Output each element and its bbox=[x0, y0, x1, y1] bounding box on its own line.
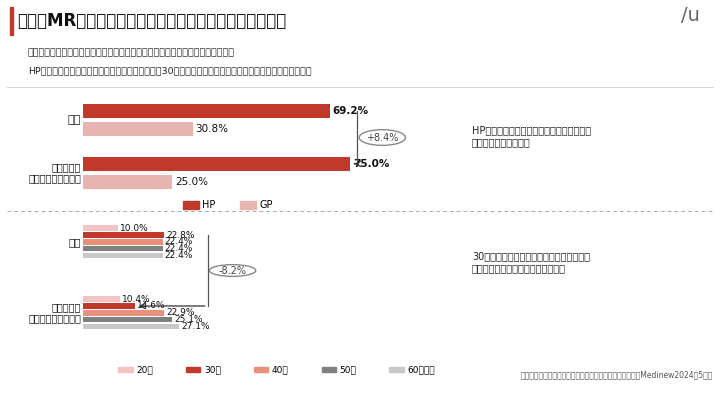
Bar bbox=[83, 157, 350, 171]
Text: （データ：「医師の情報収集に関する調査」を元に作成／Medinew2024年5月）: （データ：「医師の情報収集に関する調査」を元に作成／Medinew2024年5月… bbox=[521, 370, 713, 379]
Text: 22.4%: 22.4% bbox=[164, 251, 193, 260]
Text: 25.1%: 25.1% bbox=[174, 315, 203, 324]
Text: HP所属の医師の方が面談回数の復調が弱い傾向。30代は、他の年代よりも面談回数が復調している傾向。: HP所属の医師の方が面談回数の復調が弱い傾向。30代は、他の年代よりも面談回数が… bbox=[28, 66, 312, 76]
Bar bbox=[119, 367, 132, 372]
Ellipse shape bbox=[210, 264, 256, 276]
Text: 69.2%: 69.2% bbox=[333, 106, 369, 116]
Text: HP: HP bbox=[202, 200, 215, 210]
Text: 20代: 20代 bbox=[136, 365, 153, 374]
Text: 22.8%: 22.8% bbox=[166, 230, 194, 239]
Text: +8.4%: +8.4% bbox=[366, 132, 398, 143]
Text: 所属施設: 所属施設 bbox=[27, 144, 55, 158]
Text: 75.0%: 75.0% bbox=[353, 159, 390, 169]
Bar bbox=[83, 232, 164, 238]
Bar bbox=[83, 253, 163, 258]
Text: 30代の医師は、面談回数が復調している傾
向が他の年代よりも見られている。: 30代の医師は、面談回数が復調している傾 向が他の年代よりも見られている。 bbox=[472, 251, 590, 273]
Bar bbox=[83, 296, 120, 302]
Text: 全体: 全体 bbox=[68, 115, 81, 125]
Bar bbox=[10, 7, 13, 35]
Text: 10.4%: 10.4% bbox=[122, 295, 150, 304]
Text: 10.0%: 10.0% bbox=[120, 224, 149, 233]
Text: 5: 5 bbox=[694, 385, 702, 399]
Bar bbox=[322, 367, 336, 372]
Text: 22.4%: 22.4% bbox=[164, 244, 193, 253]
Bar bbox=[83, 175, 172, 189]
Text: 27.1%: 27.1% bbox=[181, 322, 210, 331]
Bar bbox=[186, 367, 200, 372]
Text: -8.2%: -8.2% bbox=[219, 266, 246, 275]
Text: 面談回数が
復調していない医師: 面談回数が 復調していない医師 bbox=[28, 302, 81, 324]
Text: /u: /u bbox=[681, 6, 700, 25]
Text: 30.8%: 30.8% bbox=[195, 124, 228, 134]
Text: 医師とMRの面談回数の変化：復調していない医師の傾向: 医師とMRの面談回数の変化：復調していない医師の傾向 bbox=[17, 12, 287, 30]
Text: 40代: 40代 bbox=[271, 365, 289, 374]
Bar bbox=[390, 367, 404, 372]
Text: 30代: 30代 bbox=[204, 365, 221, 374]
Text: 医師の年代: 医師の年代 bbox=[24, 287, 59, 300]
Text: Copyright© Pharma Information Network Inc. All rights reserved.: Copyright© Pharma Information Network In… bbox=[194, 387, 468, 396]
Text: 60代以上: 60代以上 bbox=[408, 365, 435, 374]
Text: 14.6%: 14.6% bbox=[137, 301, 166, 311]
Text: GP: GP bbox=[259, 200, 273, 210]
Text: 50代: 50代 bbox=[340, 365, 356, 374]
Bar bbox=[240, 201, 256, 209]
Bar bbox=[83, 324, 179, 329]
Bar bbox=[83, 310, 164, 315]
Bar bbox=[83, 104, 330, 119]
Bar bbox=[83, 303, 135, 309]
Bar bbox=[83, 317, 172, 322]
Text: 全体: 全体 bbox=[68, 237, 81, 247]
Ellipse shape bbox=[359, 130, 405, 145]
Bar bbox=[83, 226, 119, 231]
Bar bbox=[83, 239, 163, 245]
Bar bbox=[183, 201, 199, 209]
Text: 25.0%: 25.0% bbox=[175, 177, 208, 187]
Text: 22.4%: 22.4% bbox=[164, 237, 193, 246]
Text: 22.9%: 22.9% bbox=[166, 308, 194, 317]
Bar bbox=[83, 122, 193, 136]
Bar bbox=[254, 367, 269, 372]
Bar bbox=[83, 246, 163, 252]
Text: 面談回数が
復調していない医師: 面談回数が 復調していない医師 bbox=[28, 162, 81, 183]
Text: 面談回数が復調していない医師の属性について大きな傾向は見られなかったが、: 面談回数が復調していない医師の属性について大きな傾向は見られなかったが、 bbox=[28, 49, 235, 58]
Text: HP所属の医師で面談回数が復調していない
傾向が強く見られた。: HP所属の医師で面談回数が復調していない 傾向が強く見られた。 bbox=[472, 126, 591, 147]
